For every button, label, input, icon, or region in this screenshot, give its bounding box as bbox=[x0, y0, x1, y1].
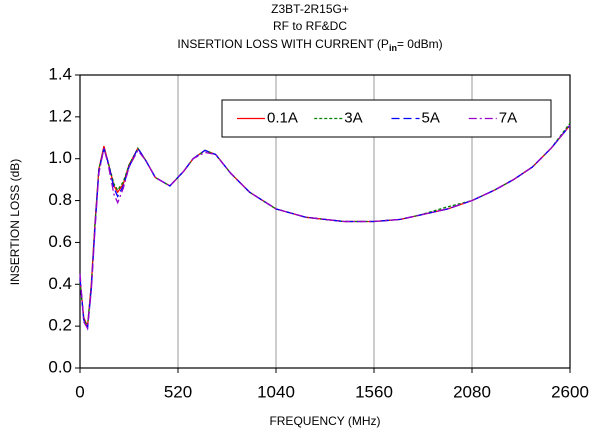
y-tick-label: 0.6 bbox=[48, 232, 72, 251]
x-tick-label: 1560 bbox=[355, 382, 393, 401]
legend-label: 5A bbox=[422, 109, 440, 126]
x-axis-label: FREQUENCY (MHz) bbox=[269, 414, 380, 428]
title-subscript: in bbox=[389, 43, 397, 53]
y-tick-label: 0.0 bbox=[48, 357, 72, 376]
chart-title: Z3BT-2R15G+ bbox=[271, 2, 349, 16]
x-tick-label: 1040 bbox=[257, 382, 295, 401]
y-tick-label: 1.2 bbox=[48, 106, 72, 125]
plot-frame bbox=[79, 74, 571, 369]
title-part: = 0dBm) bbox=[397, 37, 443, 51]
legend-label: 0.1A bbox=[267, 109, 298, 126]
x-tick-label: 520 bbox=[164, 382, 192, 401]
x-tick-label: 2600 bbox=[551, 382, 589, 401]
y-tick-label: 1.4 bbox=[48, 64, 72, 83]
x-tick-label: 2080 bbox=[453, 382, 491, 401]
y-tick-label: 0.4 bbox=[48, 274, 72, 293]
chart-title: RF to RF&DC bbox=[273, 19, 347, 33]
y-axis-label: INSERTION LOSS (dB) bbox=[8, 159, 22, 285]
y-tick-label: 1.0 bbox=[48, 148, 72, 167]
y-tick-label: 0.2 bbox=[48, 316, 72, 335]
legend-label: 7A bbox=[499, 109, 517, 126]
series-line bbox=[79, 124, 571, 329]
series-line bbox=[79, 124, 571, 331]
y-tick-label: 0.8 bbox=[48, 190, 72, 209]
chart-title: INSERTION LOSS WITH CURRENT (Pin= 0dBm) bbox=[177, 37, 442, 53]
title-part: INSERTION LOSS WITH CURRENT (P bbox=[177, 37, 389, 51]
x-tick-label: 0 bbox=[75, 382, 84, 401]
legend-label: 3A bbox=[344, 109, 362, 126]
series-line bbox=[79, 122, 571, 329]
series-line bbox=[79, 124, 571, 331]
